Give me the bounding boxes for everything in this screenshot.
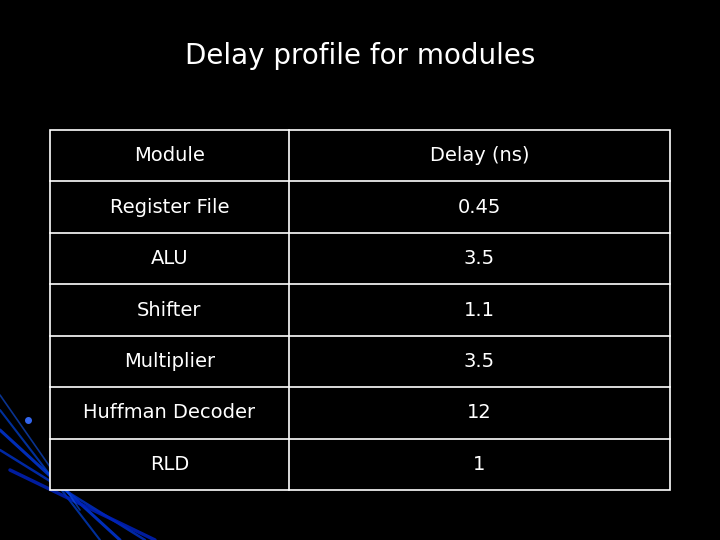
Text: 3.5: 3.5 [464,249,495,268]
Text: Multiplier: Multiplier [124,352,215,371]
Text: 0.45: 0.45 [458,198,501,217]
Text: Huffman Decoder: Huffman Decoder [84,403,256,422]
Text: 1: 1 [473,455,485,474]
Text: 1.1: 1.1 [464,300,495,320]
Text: Delay profile for modules: Delay profile for modules [185,42,535,70]
Text: ALU: ALU [150,249,188,268]
Text: 3.5: 3.5 [464,352,495,371]
Text: Shifter: Shifter [137,300,202,320]
Text: Delay (ns): Delay (ns) [430,146,529,165]
Bar [50,130,670,490]
Text: RLD: RLD [150,455,189,474]
Text: Module: Module [134,146,204,165]
Text: 12: 12 [467,403,492,422]
Text: Register File: Register File [109,198,229,217]
